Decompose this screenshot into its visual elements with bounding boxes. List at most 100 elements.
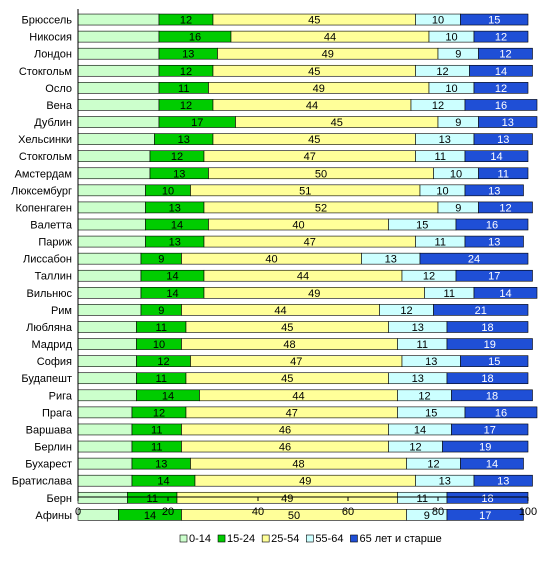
bar-segment-1 [77,82,160,94]
bar-segment-5 [419,252,529,265]
legend-label: 0-14 [189,533,211,545]
data-label: 46 [279,424,291,436]
data-label: 13 [412,373,424,385]
data-label: 11 [147,493,158,505]
category-label: Таллин [35,271,72,283]
data-label: 44 [274,305,286,317]
legend-swatch [217,534,226,543]
data-label: 13 [412,322,424,334]
data-label: 50 [315,168,327,180]
data-label: 11 [417,493,428,505]
legend-label: 15-24 [227,533,255,545]
bar-segment-5 [473,474,533,487]
data-label: 48 [292,459,304,471]
data-label: 12 [400,305,412,317]
bar-segment-1 [77,13,160,26]
data-label: 9 [455,117,461,129]
category-label: Любляна [26,322,73,334]
bar-segment-5 [473,30,529,43]
bar-segment-5 [446,509,524,521]
bar-segment-1 [77,167,151,180]
data-label: 17 [484,424,496,436]
data-label: 11 [417,339,428,351]
category-label: Брюссель [22,15,73,27]
bar-segment-1 [77,30,160,43]
bar-segment-5 [464,235,524,248]
bar-segment-5 [478,201,533,214]
data-label: 24 [468,254,480,266]
category-label: Бухарест [25,459,72,471]
data-label: 12 [499,49,511,61]
data-label: 48 [283,339,295,351]
bar-segment-5 [478,116,538,128]
bar-segment-5 [478,47,533,60]
data-label: 49 [308,288,320,300]
data-label: 10 [153,339,165,351]
data-label: 12 [495,32,507,44]
bar-segment-1 [77,269,142,282]
data-label: 15 [425,407,437,419]
bar-segment-1 [77,355,137,367]
data-label: 11 [156,322,167,334]
data-label: 11 [151,442,162,454]
bar-segment-1 [77,457,133,470]
data-label: 18 [481,322,493,334]
bar-segment-1 [77,423,133,436]
data-label: 40 [292,220,304,232]
data-label: 9 [455,49,461,61]
category-label: Афины [35,510,72,522]
bar-segment-5 [464,150,529,162]
category-label: Лиссабон [23,254,72,266]
data-label: 14 [144,510,156,522]
category-label: Амстердам [15,168,72,180]
category-label: Люксембург [11,185,72,197]
bar-segment-1 [77,287,142,299]
data-label: 12 [171,151,183,163]
bar-segment-1 [77,150,151,162]
data-label: 13 [169,237,181,249]
bar-segment-5 [446,338,533,350]
bar-segment-1 [77,509,119,521]
data-label: 15 [488,356,500,368]
bar-segment-5 [473,133,533,145]
bar-segment-1 [77,133,155,145]
category-label: Стокгольм [19,151,72,163]
bar-segment-5 [455,269,533,282]
bar-segment-1 [77,389,137,402]
bar-segment-5 [455,218,529,231]
data-label: 19 [479,442,491,454]
data-label: 14 [499,288,511,300]
data-label: 10 [432,15,444,27]
x-tick-label: 100 [519,506,537,518]
data-label: 13 [439,134,451,146]
bar-segment-5 [460,457,524,470]
data-label: 13 [385,254,397,266]
legend-swatch [261,534,270,543]
data-label: 17 [191,117,203,129]
data-label: 13 [497,134,509,146]
bar-segment-5 [451,389,533,402]
category-label: Лондон [34,49,72,61]
legend-label: 25-54 [271,533,299,545]
data-label: 21 [475,305,487,317]
data-label: 11 [435,237,446,249]
bar-segment-5 [469,64,533,77]
data-label: 13 [155,459,167,471]
category-label: Братислава [12,476,73,488]
data-label: 18 [481,493,493,505]
data-label: 13 [182,49,194,61]
category-label: София [37,356,72,368]
data-label: 52 [315,202,327,214]
bar-segment-1 [77,218,146,231]
data-label: 45 [331,117,343,129]
data-label: 45 [281,373,293,385]
bar-segment-5 [464,184,524,197]
data-label: 49 [281,493,293,505]
category-label: Берлин [34,442,72,454]
bar-segment-5 [460,13,529,26]
data-label: 13 [425,356,437,368]
data-label: 49 [299,476,311,488]
data-label: 45 [308,134,320,146]
